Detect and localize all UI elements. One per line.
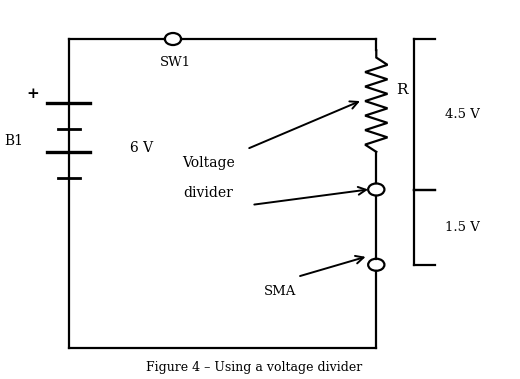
Text: R: R bbox=[397, 83, 408, 97]
Text: SMA: SMA bbox=[264, 285, 296, 298]
Text: 1.5 V: 1.5 V bbox=[445, 221, 480, 233]
Text: 4.5 V: 4.5 V bbox=[445, 108, 480, 121]
Text: +: + bbox=[27, 86, 40, 100]
Text: Figure 4 – Using a voltage divider: Figure 4 – Using a voltage divider bbox=[146, 361, 362, 374]
Text: Voltage: Voltage bbox=[182, 156, 235, 170]
Text: B1: B1 bbox=[4, 133, 23, 147]
Text: 6 V: 6 V bbox=[130, 141, 153, 155]
Text: divider: divider bbox=[184, 186, 233, 200]
Text: SW1: SW1 bbox=[160, 56, 191, 69]
